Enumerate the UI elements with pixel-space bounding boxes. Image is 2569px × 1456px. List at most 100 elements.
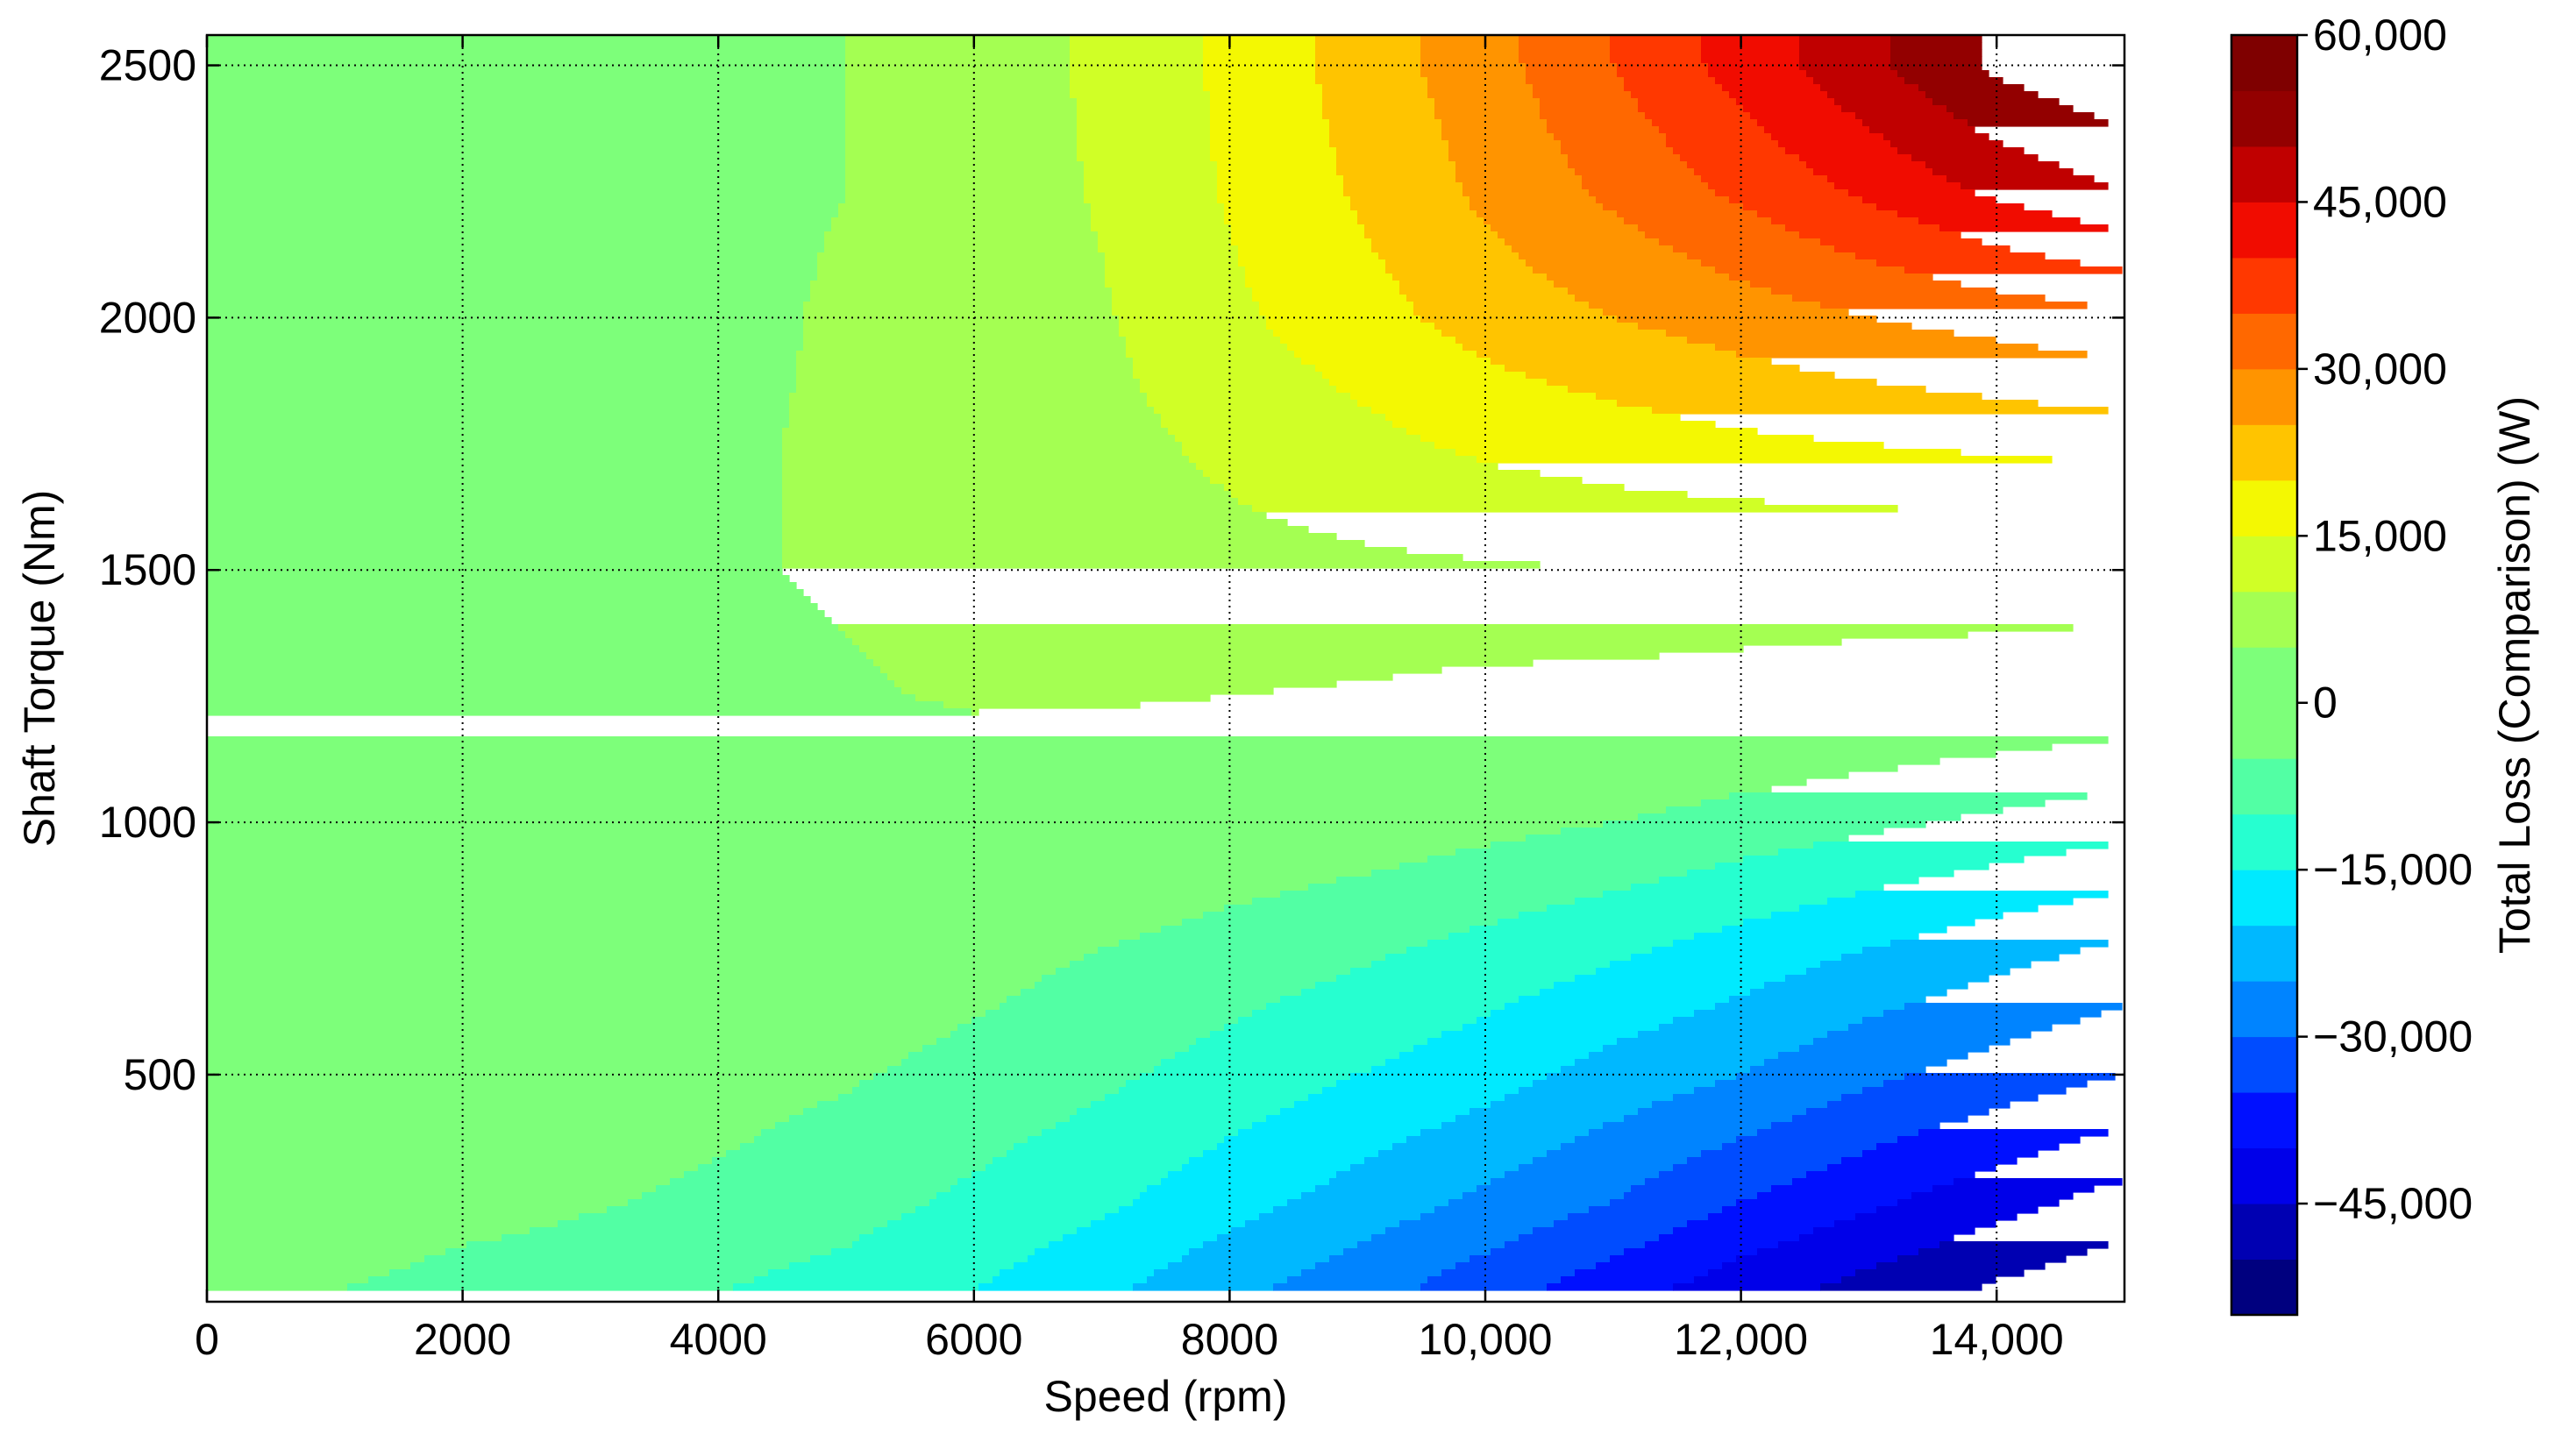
contour-cell <box>1070 49 1204 57</box>
contour-cell <box>579 1213 902 1221</box>
contour-cell <box>207 1150 727 1158</box>
contour-cell <box>1420 63 1526 71</box>
contour-cell <box>1890 940 2109 948</box>
contour-cell <box>1343 182 1463 190</box>
contour-cell <box>1147 1185 1316 1193</box>
contour-cell <box>1918 217 2081 225</box>
contour-cell <box>1455 175 1583 183</box>
contour-cell <box>971 1171 1169 1179</box>
contour-cell <box>915 1206 1120 1214</box>
contour-cell <box>1420 1283 1548 1291</box>
contour-cell <box>1098 947 1407 955</box>
contour-cell <box>1526 259 1702 267</box>
contour-cell <box>845 42 1071 50</box>
colorbar-band <box>2231 90 2297 147</box>
contour-cell <box>1687 870 1954 877</box>
contour-cell <box>207 1157 713 1165</box>
contour-cell <box>1708 1269 1856 1277</box>
contour-cell <box>1070 56 1204 64</box>
contour-cell <box>207 1283 348 1291</box>
contour-cell <box>1273 1283 1421 1291</box>
contour-cell <box>1336 168 1456 176</box>
contour-cell <box>1378 252 1519 260</box>
contour-cell <box>1694 1276 1842 1284</box>
contour-cell <box>1645 1178 1793 1186</box>
contour-cell <box>1399 288 1569 295</box>
contour-cell <box>207 947 1099 955</box>
contour-cell <box>1470 926 1723 934</box>
contour-cell <box>1266 1003 1505 1011</box>
contour-cell <box>1561 1276 1695 1284</box>
contour-cell <box>936 1038 1197 1046</box>
contour-cell <box>1350 196 1470 204</box>
contour-cell <box>1505 1094 1674 1102</box>
contour-cell <box>1077 147 1211 155</box>
contour-cell <box>207 799 1702 807</box>
contour-cell <box>1561 827 1884 835</box>
contour-cell <box>1448 933 1695 941</box>
contour-cell <box>207 961 1071 969</box>
contour-cell <box>207 266 818 274</box>
contour-cell <box>1659 126 1765 134</box>
contour-cell <box>1182 442 1435 450</box>
colorbar-band <box>2231 313 2297 370</box>
contour-cell <box>803 1108 1078 1116</box>
contour-cell <box>1021 989 1302 997</box>
contour-cell <box>207 526 783 534</box>
contour-cell <box>1610 35 1702 43</box>
contour-cell <box>207 379 797 387</box>
contour-cell <box>207 659 874 667</box>
contour-cell <box>1217 189 1344 197</box>
contour-cell <box>207 140 846 148</box>
contour-cell <box>1371 961 1611 969</box>
contour-cell <box>1161 1178 1330 1186</box>
contour-cell <box>1505 1003 1716 1011</box>
contour-cell <box>866 652 1660 660</box>
contour-cell <box>1238 498 1765 506</box>
colorbar-tick-label: −15,000 <box>2313 845 2473 894</box>
contour-cell <box>1701 799 2046 807</box>
contour-cell <box>207 358 797 366</box>
contour-cell <box>1210 98 1323 106</box>
contour-cell <box>782 540 1365 548</box>
contour-cell <box>1491 1248 1625 1256</box>
contour-cell <box>1778 1052 1968 1060</box>
contour-cell <box>1203 35 1316 43</box>
contour-cell <box>803 316 1120 323</box>
contour-cell <box>789 421 1162 429</box>
contour-cell <box>1133 365 1316 373</box>
contour-cell <box>1498 231 1646 239</box>
contour-cell <box>768 1269 1000 1277</box>
contour-cell <box>1491 1178 1646 1186</box>
contour-cell <box>1329 1255 1470 1263</box>
contour-cell <box>1743 105 1842 113</box>
plot-area-frame <box>205 33 2126 1303</box>
contour-cell <box>1799 1234 1954 1242</box>
contour-cell <box>1862 1150 2039 1158</box>
contour-cell <box>1925 91 2039 99</box>
contour-cell <box>1070 35 1204 43</box>
contour-cell <box>740 1143 1014 1151</box>
contour-cell <box>1701 56 1800 64</box>
contour-cell <box>1673 1227 1814 1235</box>
contour-cell <box>782 428 1169 436</box>
contour-cell <box>845 35 1071 43</box>
contour-cell <box>1659 238 1821 246</box>
contour-cell <box>1455 337 1688 344</box>
contour-cell <box>1210 119 1330 127</box>
contour-cell <box>1259 309 1414 316</box>
contour-cell <box>1112 302 1260 309</box>
contour-cell <box>1217 175 1344 183</box>
grid-layer <box>207 35 2124 1302</box>
contour-cell <box>1175 1052 1400 1060</box>
contour-cell <box>1035 1248 1190 1256</box>
contour-cell <box>207 1185 657 1193</box>
colorbar-band <box>2231 368 2297 425</box>
contour-cell <box>207 1010 986 1018</box>
contour-cell <box>207 1220 559 1228</box>
contour-cell <box>1813 1038 2010 1046</box>
contour-cell <box>1729 196 1863 204</box>
contour-cell <box>1526 835 1849 842</box>
contour-cell <box>207 498 783 506</box>
contour-cell <box>1890 49 1982 57</box>
